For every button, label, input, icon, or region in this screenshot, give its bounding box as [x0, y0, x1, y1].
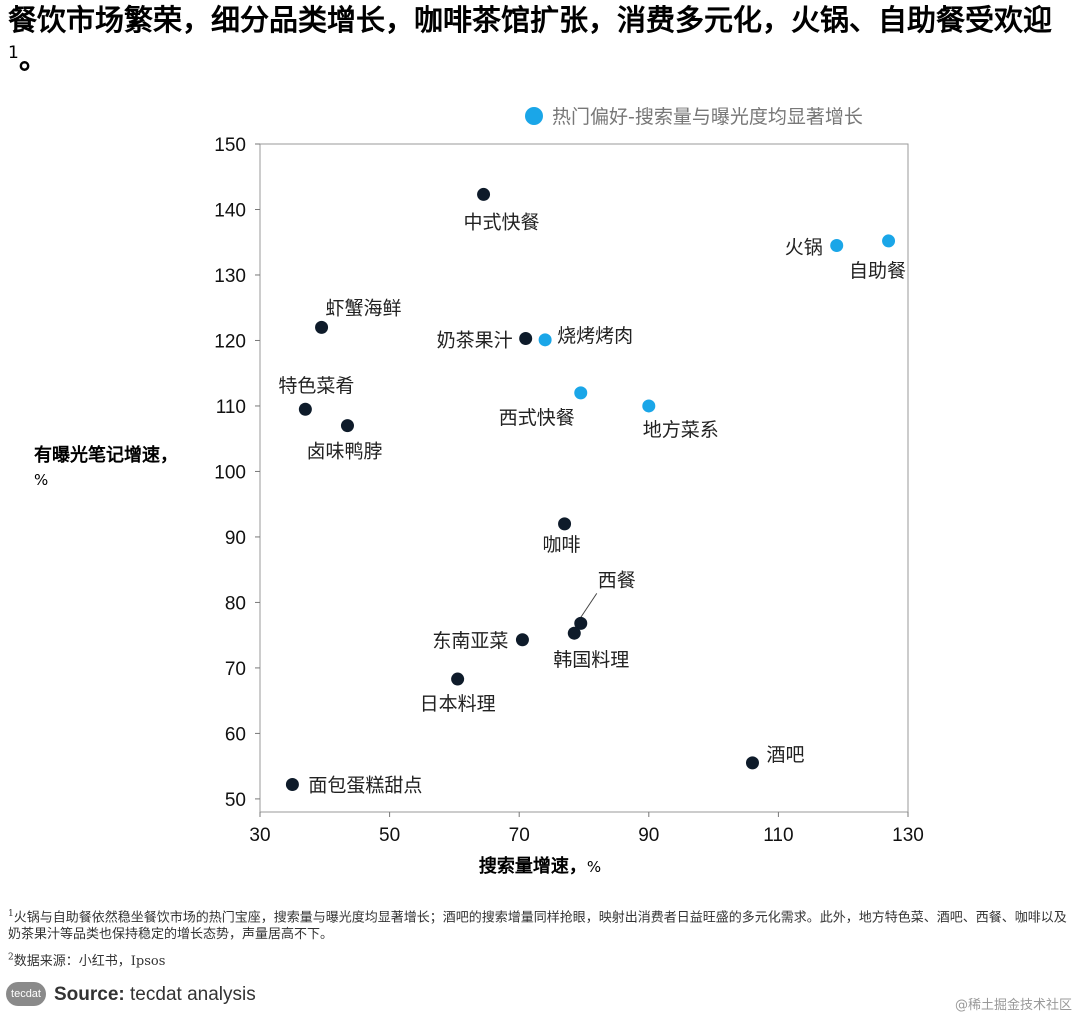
- footnote-1: 1火锅与自助餐依然稳坐餐饮市场的热门宝座，搜索量与曝光度均显著增长；酒吧的搜索增…: [8, 909, 1067, 943]
- x-axis: 30 50 70 90 110 130: [249, 812, 924, 846]
- legend: 热门偏好-搜索量与曝光度均显著增长: [525, 106, 863, 128]
- source-line: Source: tecdat analysis: [54, 984, 256, 1005]
- data-point: [882, 234, 896, 248]
- y-tick-label: 100: [214, 462, 246, 483]
- point-label: 面包蛋糕甜点: [308, 774, 422, 796]
- data-point: [298, 402, 312, 416]
- point-label: 西式快餐: [499, 407, 575, 429]
- x-tick-label: 110: [763, 825, 793, 846]
- y-axis: 50 60 70 80 90 100 110 120 130 140 150: [214, 135, 260, 811]
- data-point: [574, 616, 588, 630]
- data-point: [285, 777, 299, 791]
- point-label: 烧烤烤肉: [557, 325, 633, 347]
- data-point: [567, 626, 581, 640]
- leader-lines: [580, 593, 598, 618]
- data-point: [315, 320, 329, 334]
- footnote-marker: 1: [8, 43, 19, 63]
- data-point: [830, 239, 844, 253]
- legend-label: 热门偏好-搜索量与曝光度均显著增长: [552, 106, 863, 128]
- point-label: 西餐: [598, 569, 636, 591]
- data-point: [558, 517, 572, 531]
- y-tick-label: 110: [216, 397, 246, 418]
- point-label: 自助餐: [849, 260, 906, 282]
- x-tick-label: 90: [638, 825, 659, 846]
- legend-marker: [525, 107, 543, 125]
- point-label: 东南亚菜: [432, 630, 508, 652]
- y-tick-label: 150: [214, 135, 246, 156]
- data-point: [519, 332, 533, 346]
- point-label: 酒吧: [766, 744, 804, 766]
- y-tick-label: 60: [225, 724, 246, 745]
- y-tick-label: 80: [225, 593, 246, 614]
- x-axis-title: 搜索量增速，%: [478, 856, 602, 877]
- x-tick-label: 50: [379, 825, 400, 846]
- x-axis-unit: %: [586, 858, 602, 876]
- data-point: [451, 672, 465, 686]
- data-point: [515, 633, 529, 647]
- tecdat-logo: tecdat: [6, 982, 46, 1006]
- x-tick-label: 70: [509, 825, 530, 846]
- point-label: 卤味鸭脖: [306, 441, 382, 463]
- data-points: [285, 187, 896, 791]
- point-label: 火锅: [785, 237, 823, 259]
- scatter-chart: 热门偏好-搜索量与曝光度均显著增长 50 60 70 80 90 100 110 120 130…: [214, 106, 924, 846]
- watermark: @稀土掘金技术社区: [954, 998, 1072, 1013]
- y-tick-label: 130: [214, 266, 246, 287]
- data-point: [340, 419, 354, 433]
- point-label: 咖啡: [543, 534, 581, 556]
- x-tick-label: 30: [249, 825, 270, 846]
- y-tick-label: 140: [214, 200, 246, 221]
- y-tick-label: 120: [214, 331, 246, 352]
- data-point: [574, 386, 588, 400]
- point-label: 特色菜肴: [278, 375, 354, 397]
- data-point: [538, 333, 552, 347]
- point-label: 奶茶果汁: [437, 330, 513, 352]
- y-tick-label: 70: [225, 659, 246, 680]
- page-title: 餐饮市场繁荣，细分品类增长，咖啡茶馆扩张，消费多元化，火锅、自助餐受欢迎1。: [8, 3, 1053, 76]
- data-point: [477, 187, 491, 201]
- plot-frame: [259, 143, 909, 813]
- data-point: [745, 756, 759, 770]
- point-label: 虾蟹海鲜: [326, 297, 402, 319]
- point-label: 韩国料理: [553, 649, 629, 671]
- footnote-2: 2数据来源：小红书，Ipsos: [8, 952, 166, 969]
- data-point: [642, 399, 656, 413]
- point-label: 地方菜系: [643, 419, 719, 441]
- leader-line: [580, 593, 598, 618]
- y-tick-label: 90: [225, 528, 246, 549]
- x-tick-label: 130: [892, 825, 924, 846]
- y-tick-label: 50: [225, 790, 246, 811]
- y-axis-title: 有曝光笔记增速， %: [34, 444, 178, 492]
- point-label: 中式快餐: [464, 211, 540, 233]
- point-label: 日本料理: [420, 693, 496, 715]
- y-axis-unit: %: [34, 471, 49, 489]
